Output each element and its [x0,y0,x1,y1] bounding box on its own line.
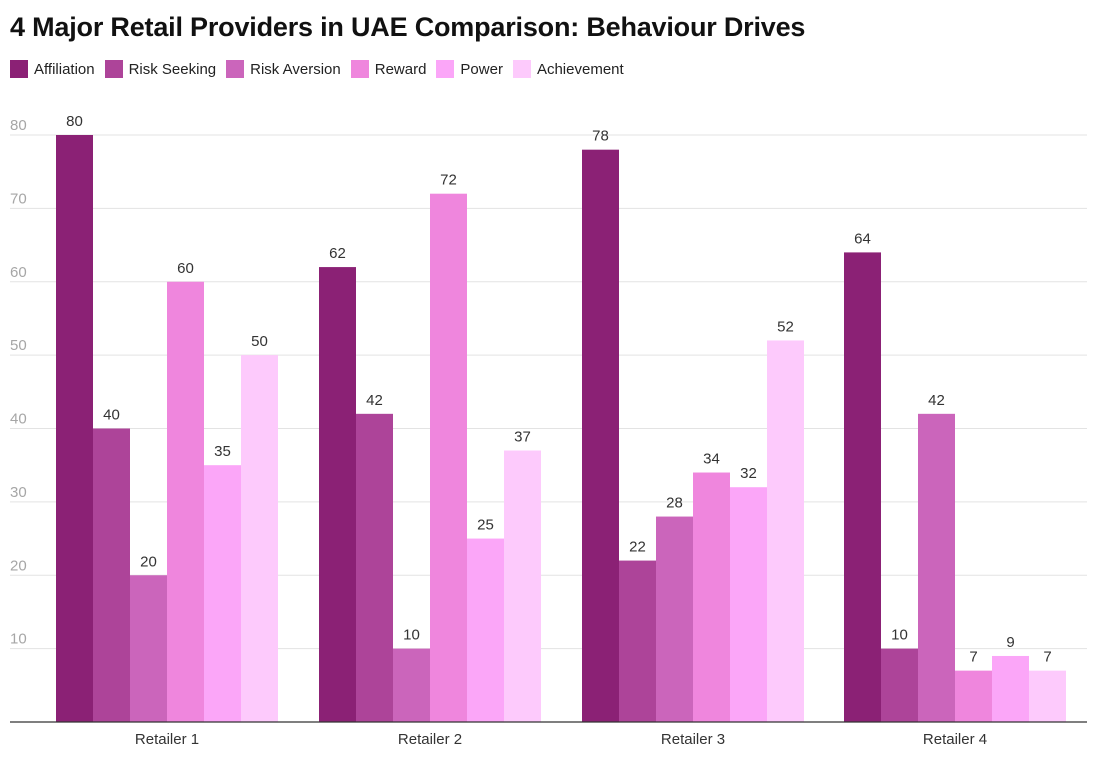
legend-swatch [436,60,455,78]
bar [619,560,656,722]
data-label: 35 [214,443,231,460]
x-tick-label: Retailer 2 [398,731,462,748]
bar [356,413,393,722]
legend-label: Risk Seeking [128,60,217,78]
legend-item: Risk Aversion [226,60,341,78]
data-label: 50 [251,333,268,350]
data-label: 60 [177,260,194,277]
data-label: 42 [366,392,383,409]
y-tick-label: 30 [10,484,27,501]
data-label: 37 [514,429,531,446]
y-tick-label: 70 [10,190,27,207]
bar [992,655,1029,722]
data-label: 80 [66,113,83,130]
bar [204,465,241,722]
y-tick-label: 80 [10,117,27,134]
legend: Affiliation Risk Seeking Risk Aversion Rewa… [10,60,634,78]
data-label: 7 [1043,649,1051,666]
bar [918,413,955,722]
data-label: 32 [740,465,757,482]
data-label: 25 [477,517,494,534]
bar [167,281,204,722]
bar [56,135,93,722]
x-tick-label: Retailer 3 [661,731,725,748]
bar [844,252,881,722]
legend-item: Affiliation [10,60,95,78]
legend-label: Reward [374,60,427,78]
bar [430,193,467,722]
chart-title: 4 Major Retail Providers in UAE Comparis… [10,12,806,42]
legend-swatch [104,60,123,78]
data-label: 72 [440,172,457,189]
legend-swatch [10,60,28,78]
data-label: 52 [777,318,794,335]
bar [1029,670,1066,722]
legend-item: Reward [350,60,427,78]
x-tick-label: Retailer 1 [135,731,199,748]
y-tick-label: 10 [10,631,27,648]
legend-swatch [512,60,531,78]
bar [393,648,430,722]
data-label: 42 [928,392,945,409]
legend-item: Achievement [512,60,624,78]
legend-label: Affiliation [34,60,95,78]
bar [241,355,278,722]
data-label: 9 [1006,634,1014,651]
bar [693,472,730,722]
y-tick-label: 50 [10,337,27,354]
data-label: 20 [140,553,157,570]
legend-label: Achievement [536,60,624,78]
bar [504,450,541,722]
data-label: 28 [666,495,683,512]
legend-item: Risk Seeking [104,60,217,78]
bar [467,538,504,722]
bar [130,575,167,722]
bar [93,428,130,722]
bar [881,648,918,722]
data-label: 10 [891,627,908,644]
bar [955,670,992,722]
legend-swatch [350,60,369,78]
y-tick-label: 20 [10,557,27,574]
data-label: 34 [703,451,720,468]
y-tick-label: 40 [10,411,27,428]
bar [767,340,804,722]
data-label: 40 [103,407,120,424]
data-label: 64 [854,230,871,247]
legend-label: Power [460,60,503,78]
y-tick-label: 60 [10,264,27,281]
x-tick-label: Retailer 4 [923,731,987,748]
data-label: 22 [629,539,646,556]
data-label: 62 [329,245,346,262]
bar [582,149,619,723]
data-label: 7 [969,649,977,666]
data-label: 10 [403,627,420,644]
bar [656,516,693,722]
legend-label: Risk Aversion [250,60,341,78]
data-label: 78 [592,128,609,145]
legend-item: Power [436,60,503,78]
legend-swatch [226,60,245,78]
bar [319,267,356,722]
bar [730,487,767,722]
